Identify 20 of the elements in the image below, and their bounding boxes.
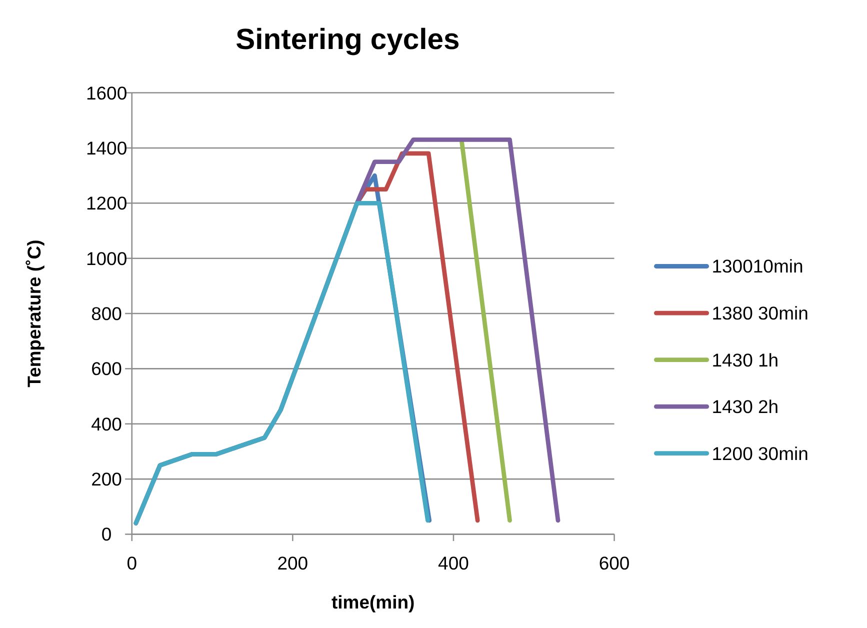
legend-label: 1430 1h: [712, 349, 779, 370]
y-tick-label: 1000: [86, 248, 128, 269]
x-tick-label: 400: [438, 552, 469, 574]
y-tick-label: 1400: [86, 137, 128, 158]
x-tick-label: 200: [277, 552, 308, 574]
y-tick-label: 600: [91, 358, 122, 380]
chart-title: Sintering cycles: [236, 24, 460, 56]
x-tick-label: 600: [598, 552, 630, 574]
legend-label: 1200 30min: [712, 442, 808, 464]
y-tick-label: 1200: [86, 192, 128, 214]
legend-label: 130010min: [712, 256, 804, 277]
y-tick-label: 200: [91, 468, 122, 490]
y-tick-label: 1600: [86, 82, 128, 104]
y-tick-label: 800: [91, 302, 122, 324]
y-tick-label: 400: [91, 413, 122, 434]
y-axis-title: Temperature (˚C): [23, 240, 44, 388]
legend-label: 1380 30min: [712, 302, 808, 324]
x-axis-title: time(min): [331, 591, 415, 612]
legend-label: 1430 2h: [712, 396, 779, 418]
y-tick-label: 0: [101, 524, 112, 545]
